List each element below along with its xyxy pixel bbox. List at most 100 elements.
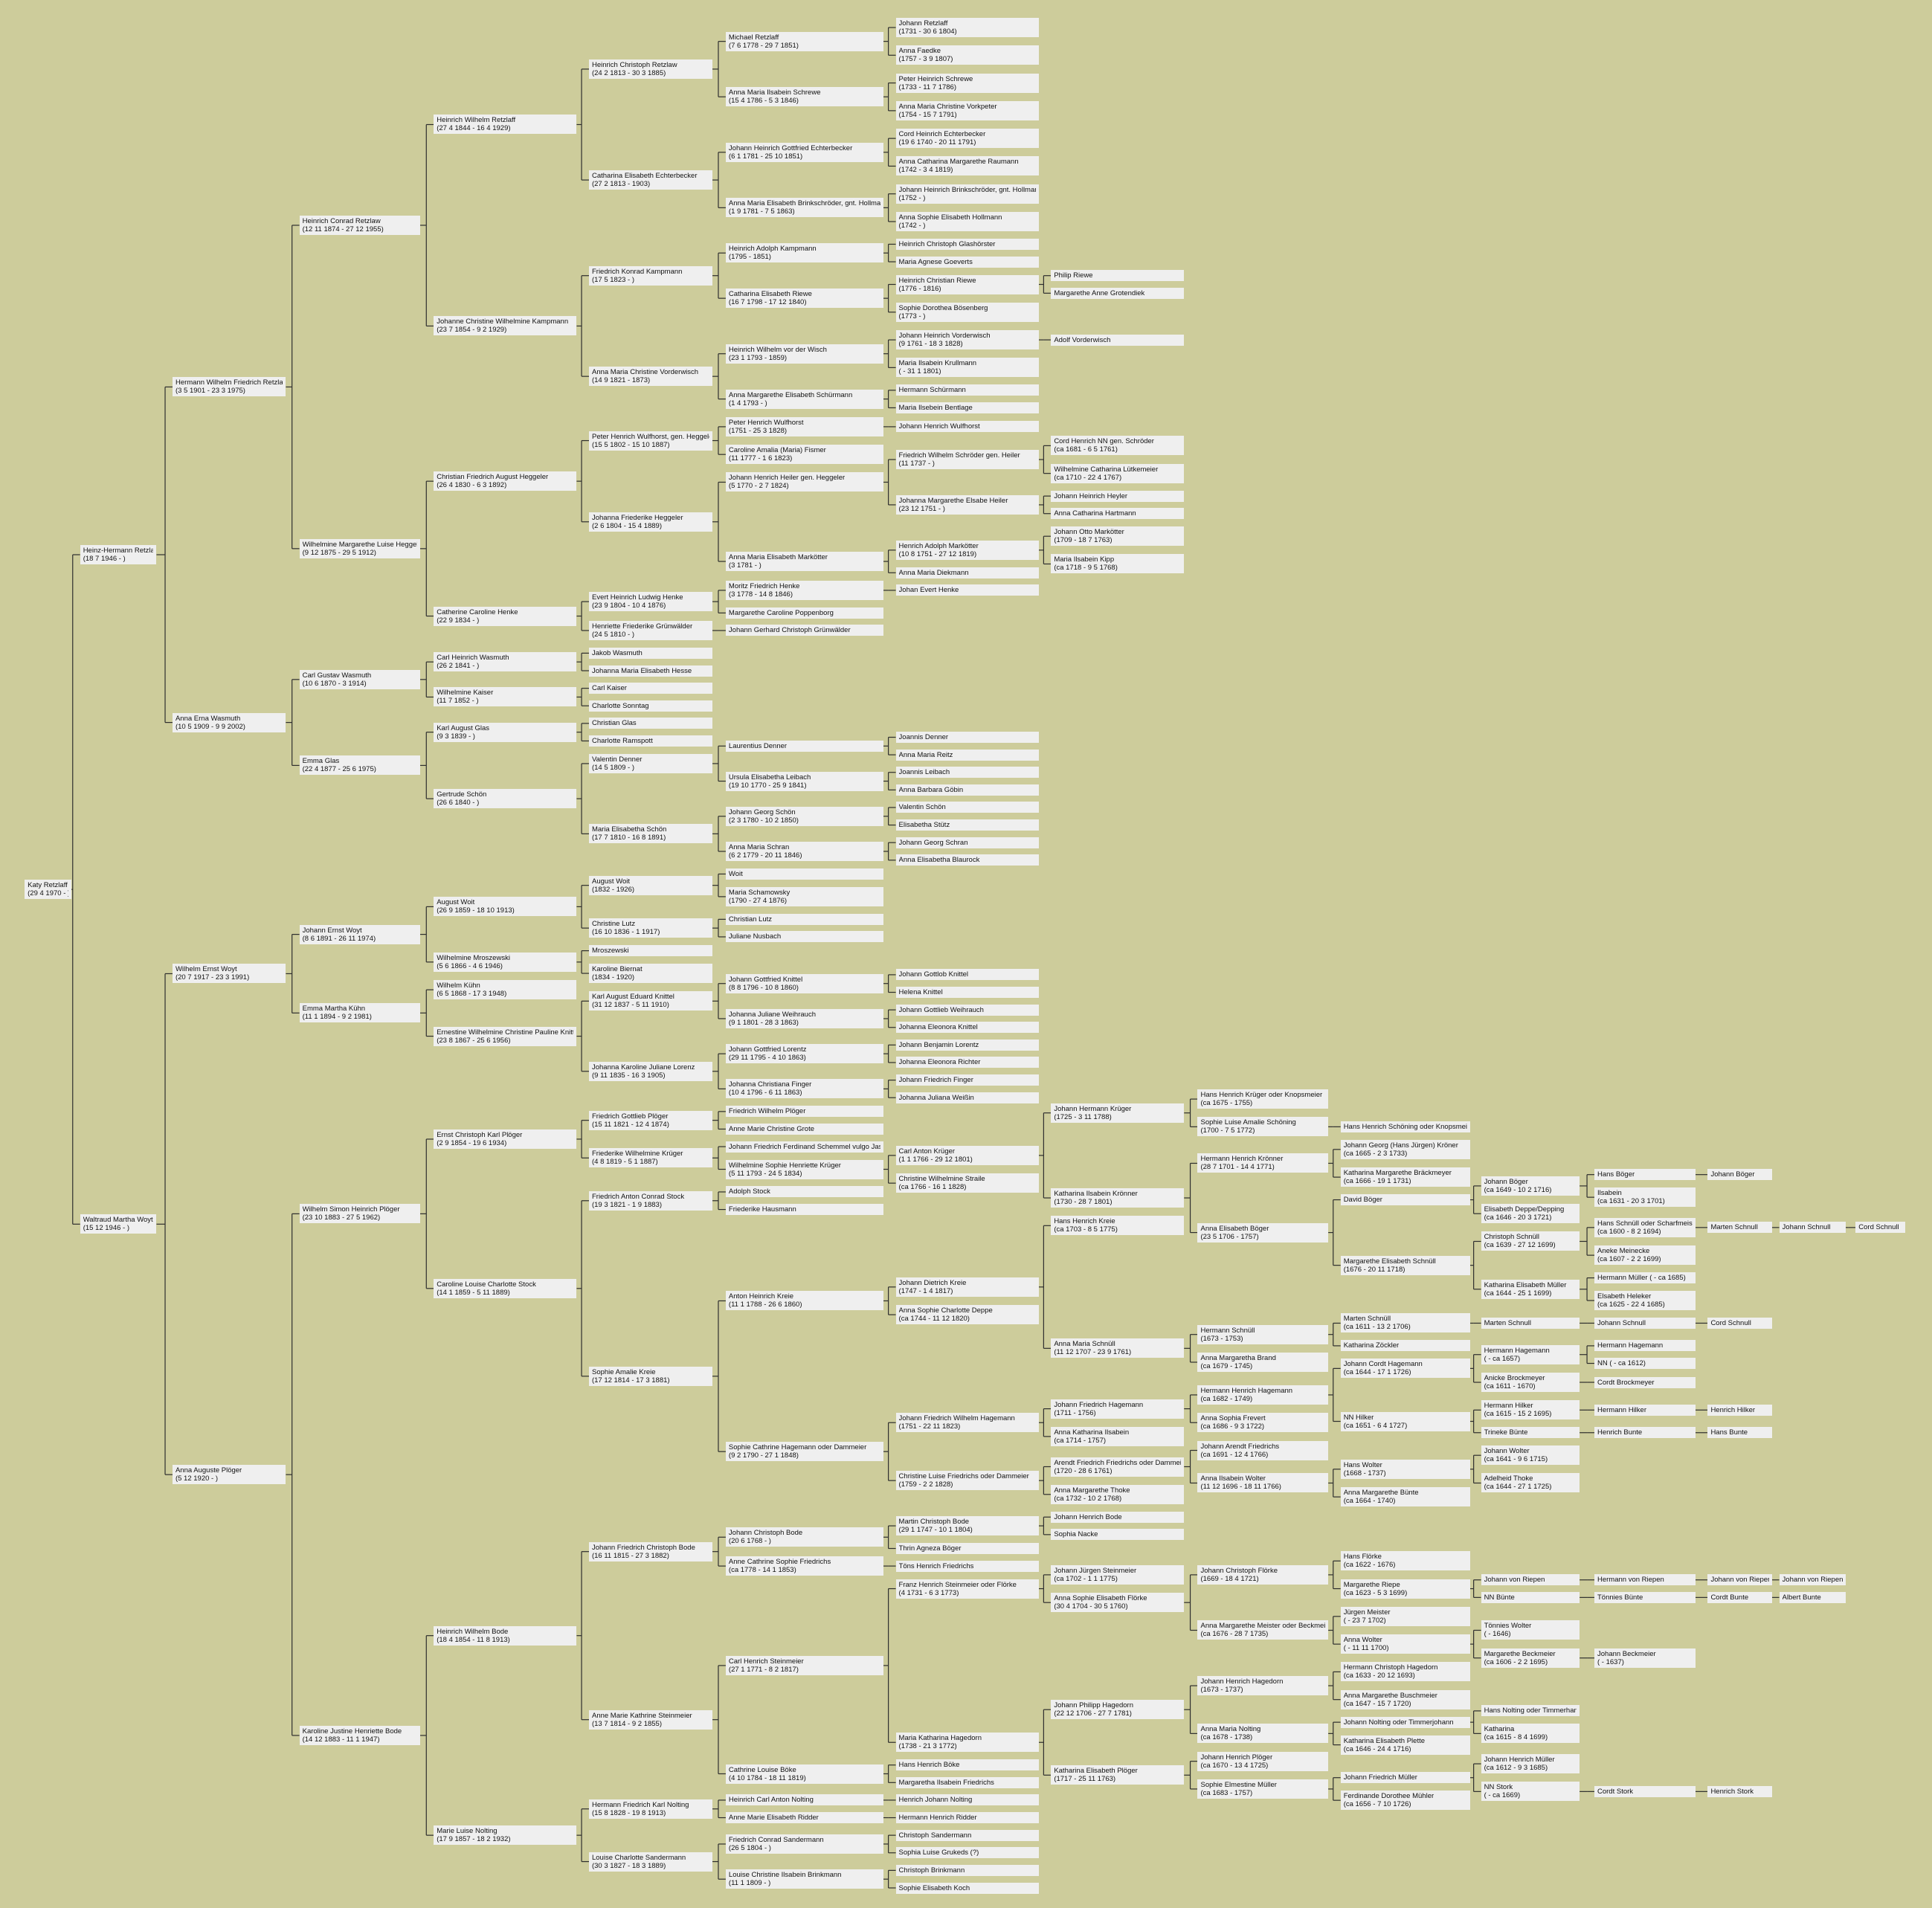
person-name: Thrin Agneza Böger [898, 1544, 962, 1553]
person-box: Heinrich Conrad Retzlaw (12 11 1874 - 27 … [299, 215, 420, 235]
person-box: Friedrich Conrad Sandermann (26 5 1804 - … [725, 1834, 883, 1854]
person-dates: (23 5 1706 - 1757) [1200, 1232, 1259, 1241]
person-box: Katharina Elisabeth Plette (ca 1646 - 24 … [1340, 1735, 1470, 1755]
person-dates: (ca 1611 - 1670) [1484, 1382, 1536, 1390]
person-box: Jürgen Meister( - 23 7 1702) [1340, 1606, 1470, 1626]
person-box: Johann Gottlieb Weihrauch [895, 1004, 1039, 1016]
person-dates: (1730 - 28 7 1801) [1054, 1198, 1112, 1207]
person-name: Christoph Schnüll [1484, 1233, 1540, 1242]
person-dates: (1773 - ) [898, 312, 926, 320]
person-box: Johann Friedrich Müller [1340, 1772, 1470, 1784]
person-name: Hermann Friedrich Karl Nolting [591, 1800, 689, 1809]
person-name: Johann Böger [1484, 1177, 1528, 1186]
person-name: Michael Retzlaff [728, 33, 779, 42]
person-name: Christian Friedrich August Heggeler [437, 473, 549, 482]
person-name: Johanna Friederike Heggeler [591, 513, 683, 522]
person-box: Anna Maria Schnüll (11 12 1707 - 23 9 176… [1051, 1338, 1185, 1359]
person-dates: ( - 11 11 1700) [1343, 1644, 1389, 1653]
person-dates: (1832 - 1926) [591, 885, 635, 894]
person-name: Carl Anton Krüger [898, 1147, 956, 1156]
person-box: Christoph Brinkmann [895, 1864, 1039, 1876]
person-name: Maria Ilsabein Krullmann [898, 359, 977, 368]
person-box: Wilhelmine Sophie Henriette Krüger (5 11 … [725, 1159, 883, 1179]
person-box: Johann Schnull [1779, 1222, 1846, 1234]
person-dates: (1 1 1766 - 29 12 1801) [898, 1155, 973, 1164]
person-name: Marten Schnull [1484, 1318, 1531, 1327]
person-box: NN Stork( - ca 1669) [1481, 1782, 1580, 1802]
person-box: Caroline Louise Charlotte Stock (14 1 185… [434, 1278, 577, 1298]
person-dates: (ca 1670 - 13 4 1725) [1200, 1761, 1269, 1770]
person-box: Thrin Agneza Böger [895, 1542, 1039, 1554]
person-name: Karoline Justine Henriette Bode [302, 1727, 402, 1735]
person-box: Christian Lutz [725, 913, 883, 925]
person-box: Johann Cordt Hagemann (ca 1644 - 17 1 172… [1340, 1359, 1470, 1379]
person-box: Maria Schamowsky (1790 - 27 4 1876) [725, 886, 883, 906]
person-name: Töns Henrich Friedrichs [898, 1561, 974, 1570]
person-name: Cord Schnull [1710, 1318, 1751, 1327]
person-dates: (ca 1615 - 15 2 1695) [1484, 1410, 1552, 1419]
person-dates: (17 5 1823 - ) [591, 275, 635, 284]
person-name: Anicke Brockmeyer [1484, 1374, 1545, 1382]
person-box: Anne Marie Christine Grote [725, 1123, 883, 1135]
person-box: Joannis Denner [895, 731, 1039, 743]
person-dates: (1754 - 15 7 1791) [898, 110, 957, 119]
person-box: Johann Gottfried Lorentz (29 11 1795 - 4 … [725, 1044, 883, 1064]
person-name: Mroszewski [591, 947, 629, 955]
person-dates: (17 7 1810 - 16 8 1891) [591, 834, 666, 842]
person-dates: (10 4 1796 - 6 11 1863) [728, 1089, 802, 1098]
person-box: Johanna Eleonora Knittel [895, 1022, 1039, 1034]
person-dates: (1668 - 1737) [1343, 1469, 1386, 1477]
person-box: Anna Erna Wasmuth (10 5 1909 - 9 9 2002) [172, 712, 286, 732]
person-box: Anna Margarethe Bünte (ca 1664 - 1740) [1340, 1487, 1470, 1507]
person-box: Mroszewski [588, 945, 712, 957]
person-dates: (24 5 1810 - ) [591, 630, 635, 639]
person-name: Anna Maria Reitz [898, 750, 953, 759]
person-dates: (16 11 1815 - 27 3 1882) [591, 1551, 669, 1560]
person-name: Margaretha Ilsabein Friedrichs [898, 1778, 994, 1787]
person-box: Adolph Stock [725, 1186, 883, 1198]
person-name: August Woit [437, 898, 475, 907]
person-dates: (ca 1625 - 22 4 1685) [1597, 1301, 1665, 1309]
person-name: Margarethe Caroline Poppenborg [728, 608, 834, 617]
person-box: Heinrich Carl Anton Nolting [725, 1794, 883, 1806]
person-name: Carl Henrich Steinmeier [728, 1657, 804, 1666]
person-box: Friederike Hausmann [725, 1204, 883, 1216]
person-name: Johann Gottfried Knittel [728, 975, 803, 984]
person-name: Johann Retzlaff [898, 19, 948, 28]
person-box: Sophia Luise Grukeds (?) [895, 1847, 1039, 1859]
person-box: Anna Elisabetha Blaurock [895, 854, 1039, 866]
person-name: Maria Agnese Goeverts [898, 257, 973, 266]
person-dates: (ca 1666 - 19 1 1731) [1343, 1177, 1411, 1186]
person-name: Johann Henrich Hagedorn [1200, 1677, 1284, 1686]
person-dates: (ca 1646 - 24 4 1716) [1343, 1744, 1411, 1753]
person-name: Sophia Nacke [1054, 1530, 1098, 1539]
person-box: Anton Heinrich Kreie (11 1 1788 - 26 6 18… [725, 1291, 883, 1311]
person-dates: (26 4 1830 - 6 3 1892) [437, 481, 507, 490]
person-dates: (30 4 1704 - 30 5 1760) [1054, 1602, 1128, 1611]
person-name: Hermann Hilker [1597, 1405, 1646, 1414]
person-box: Sophie Elmestine Müller (ca 1683 - 1757) [1197, 1779, 1329, 1799]
person-name: Friedrich Anton Conrad Stock [591, 1192, 685, 1201]
person-box: NN Bünte [1481, 1591, 1580, 1603]
person-name: Johanna Eleonora Richter [898, 1058, 981, 1067]
person-dates: (12 11 1874 - 27 12 1955) [302, 225, 384, 233]
person-dates: (29 11 1795 - 4 10 1863) [728, 1054, 806, 1063]
person-box: Arendt Friedrich Friedrichs oder Dammeie… [1051, 1457, 1185, 1477]
person-name: Anna Margaretha Brand [1200, 1353, 1276, 1362]
person-name: Johann Heinrich Brinkschröder, gnt. Holl… [898, 185, 1036, 194]
person-box: Anna Catharina Margarethe Raumann (1742 -… [895, 156, 1039, 176]
person-dates: (1 4 1793 - ) [728, 399, 767, 407]
person-dates: (19 10 1770 - 25 9 1841) [728, 781, 807, 790]
person-box: Johann von Riepen [1779, 1574, 1846, 1586]
person-box: Anna Barbara Göbin [895, 784, 1039, 796]
person-name: Maria Ilsabein Kipp [1054, 555, 1115, 564]
person-box: Heinrich Christoph Glashörster [895, 238, 1039, 250]
person-name: Heinrich Wilhelm Retzlaff [437, 116, 516, 125]
person-dates: (23 1 1793 - 1859) [728, 353, 788, 362]
person-box: Hermann Hilker [1594, 1404, 1696, 1416]
person-box: Heinrich Christian Riewe (1776 - 1816) [895, 274, 1039, 294]
person-box: Wilhelm Ernst Woyt (20 7 1917 - 23 3 1991… [172, 964, 286, 984]
person-name: Henrich Johann Nolting [898, 1796, 973, 1805]
person-dates: (11 12 1707 - 23 9 1761) [1054, 1348, 1132, 1357]
person-name: Carl Heinrich Wasmuth [437, 654, 509, 663]
